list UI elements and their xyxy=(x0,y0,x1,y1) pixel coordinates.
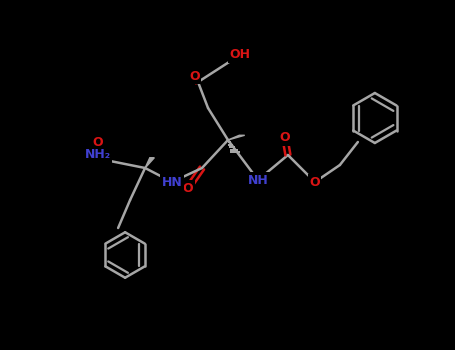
Text: O: O xyxy=(183,182,193,195)
Text: HN: HN xyxy=(162,175,182,189)
Text: O: O xyxy=(189,70,200,83)
Text: O: O xyxy=(93,136,103,149)
Polygon shape xyxy=(145,158,154,168)
Text: NH₂: NH₂ xyxy=(85,148,111,161)
Text: OH: OH xyxy=(229,49,251,62)
Text: O: O xyxy=(309,175,320,189)
Polygon shape xyxy=(228,135,245,140)
Text: NH: NH xyxy=(248,174,268,187)
Text: O: O xyxy=(280,132,290,145)
